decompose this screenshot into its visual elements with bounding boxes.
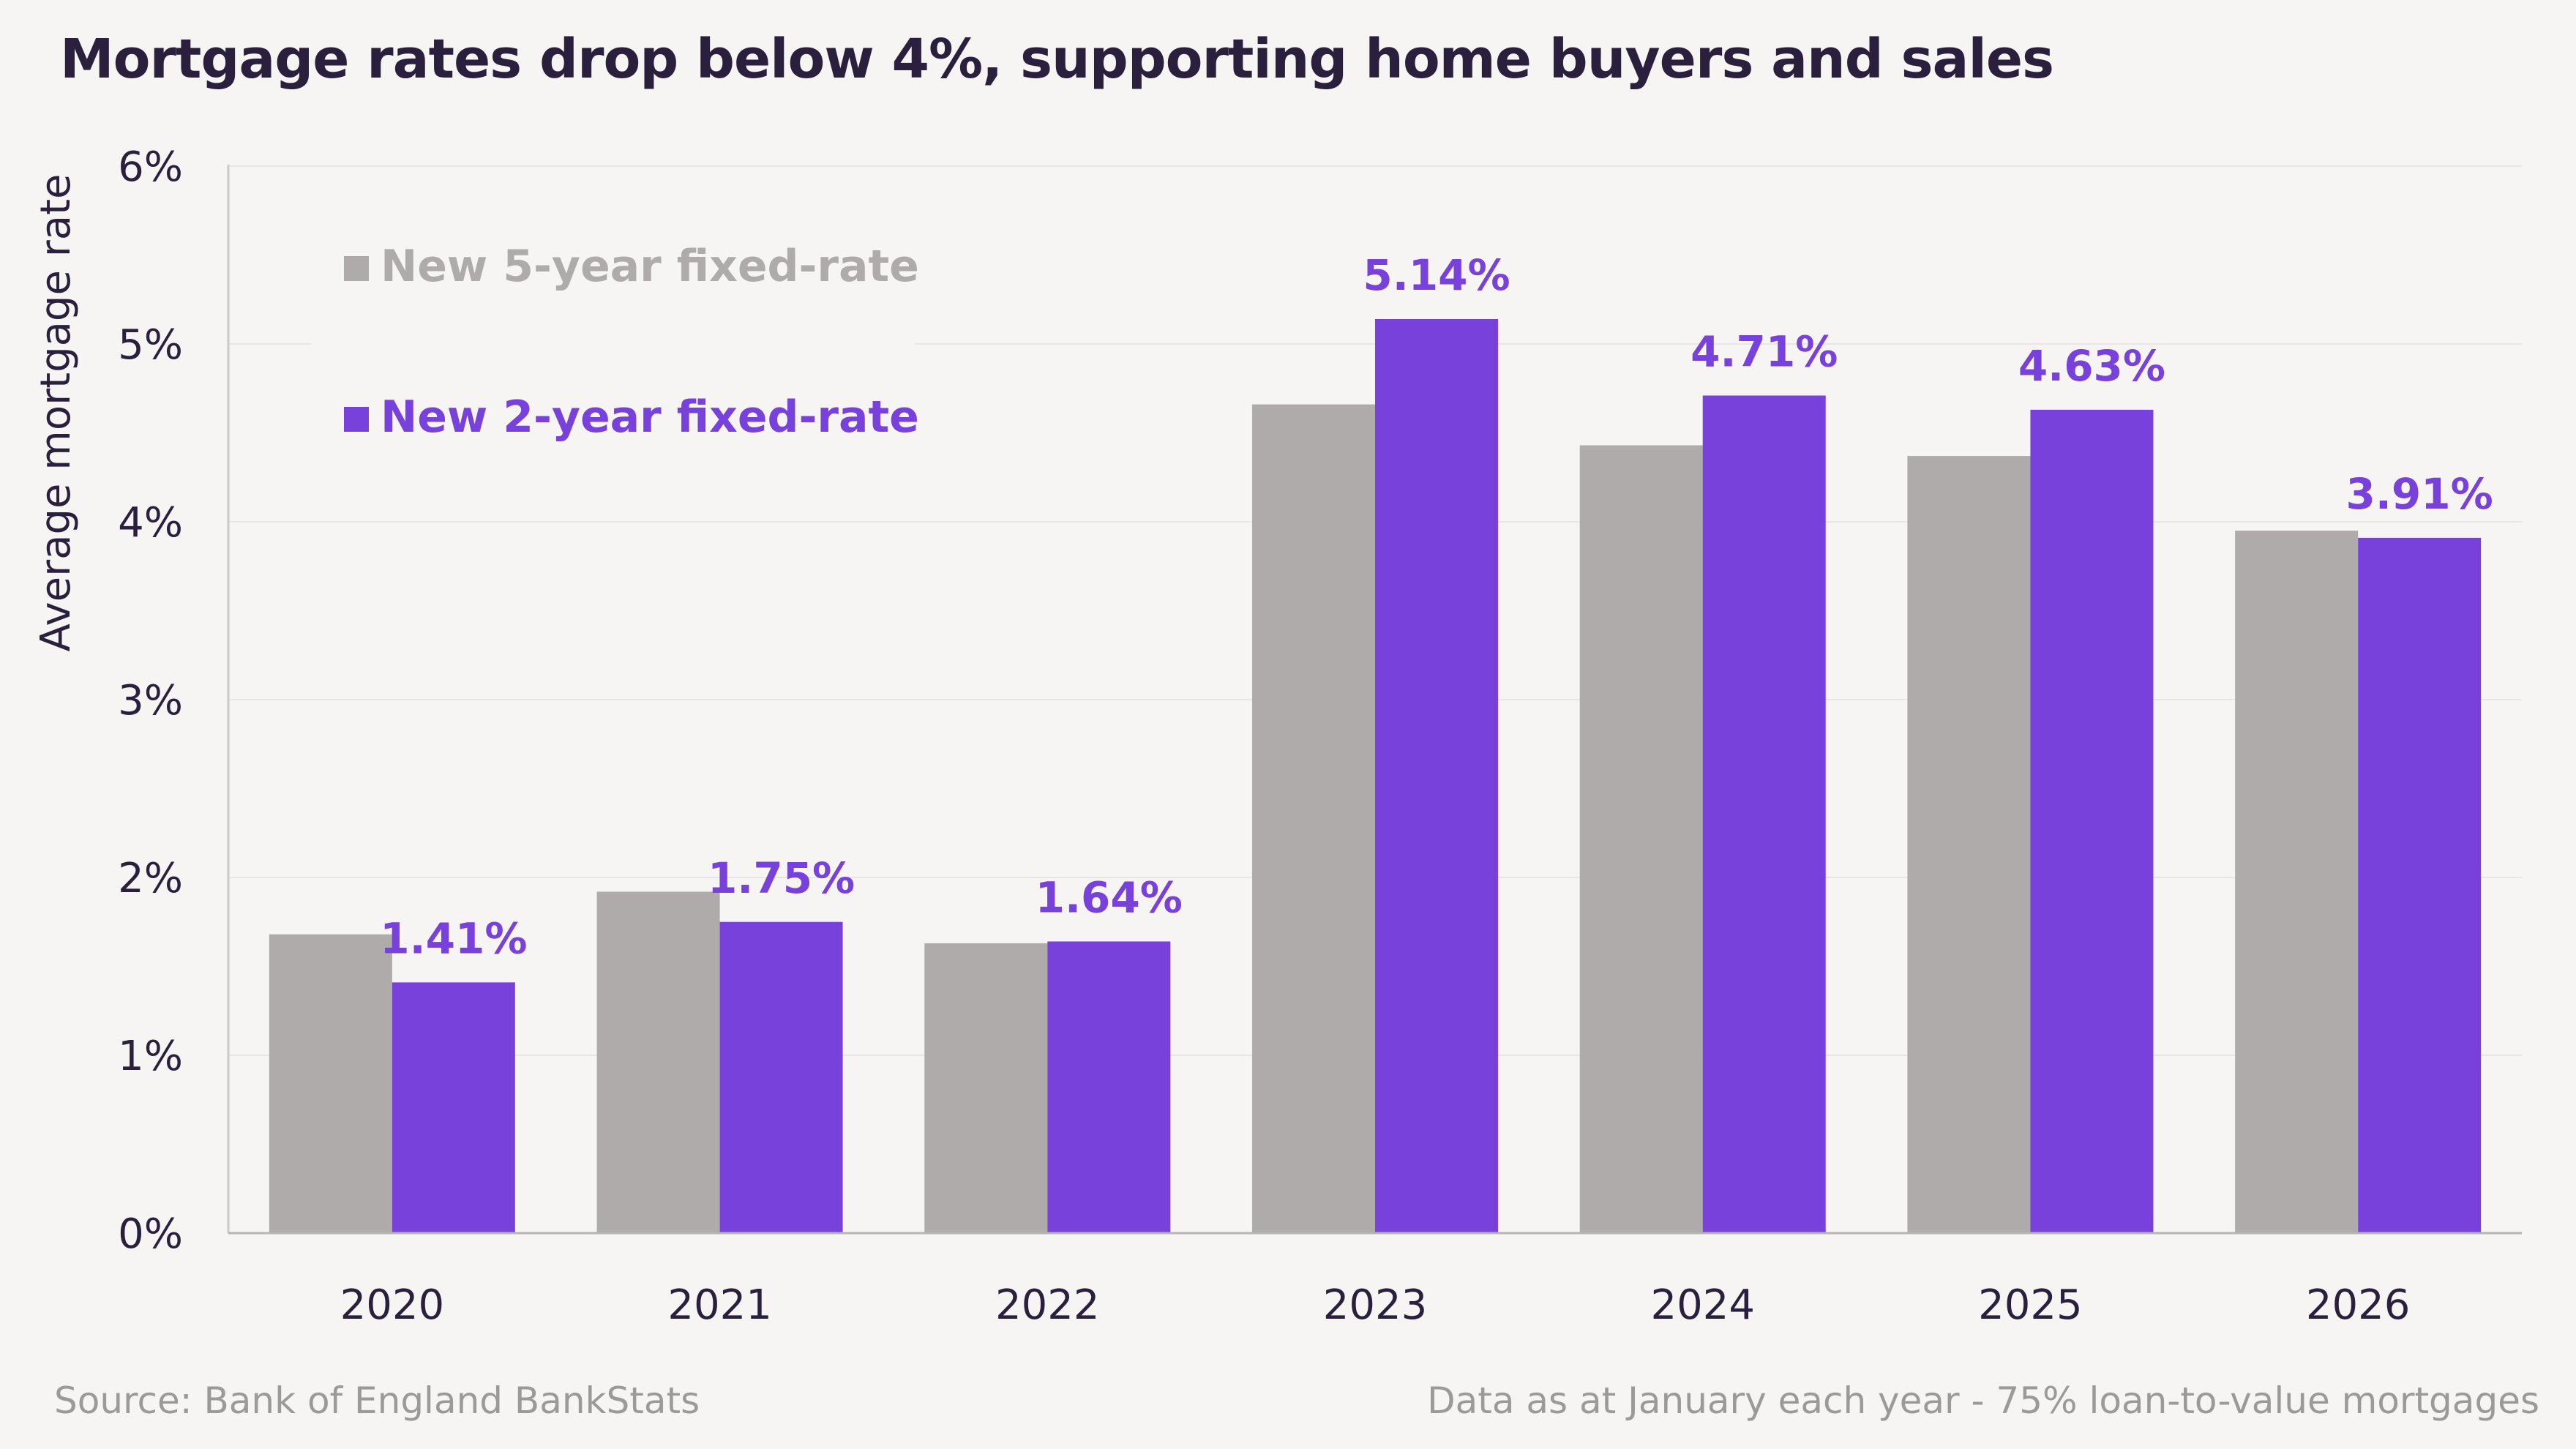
bar-2-year (392, 982, 515, 1233)
y-axis-ticks: 0% 1% 2% 3% 4% 5% 6% (118, 143, 183, 1258)
legend-swatch (344, 407, 369, 432)
x-tick-label: 2025 (1978, 1281, 2083, 1329)
y-tick-label: 5% (118, 321, 183, 369)
data-label: 4.71% (1690, 326, 1838, 376)
bar-2-year (2358, 537, 2482, 1233)
y-tick-label: 6% (118, 143, 183, 191)
bar-5-year (2235, 531, 2359, 1233)
data-label: 5.14% (1363, 250, 1510, 300)
y-axis-title: Average mortgage rate (32, 174, 80, 652)
legend-label: New 5-year fixed-rate (381, 241, 919, 292)
x-tick-label: 2024 (1650, 1281, 1755, 1329)
chart-title: Mortgage rates drop below 4%, supporting… (60, 28, 2054, 91)
data-label: 1.64% (1036, 872, 1183, 922)
bar-5-year (269, 934, 392, 1233)
data-label: 3.91% (2346, 469, 2493, 519)
bar-2-year (1047, 941, 1171, 1233)
y-tick-label: 4% (118, 499, 183, 547)
bar-5-year (1907, 456, 2031, 1233)
x-tick-label: 2021 (667, 1281, 772, 1329)
x-tick-label: 2026 (2306, 1281, 2411, 1329)
y-tick-label: 0% (118, 1210, 183, 1258)
bar-5-year (924, 943, 1048, 1233)
data-labels: 1.41% 1.75% 1.64% 5.14% 4.71% 4.63% 3.91% (380, 250, 2493, 963)
x-axis-ticks: 2020 2021 2022 2023 2024 2025 2026 (340, 1281, 2411, 1329)
bar-5-year (596, 891, 720, 1233)
y-tick-label: 1% (118, 1033, 183, 1080)
legend-label: New 2-year fixed-rate (381, 392, 919, 443)
x-tick-label: 2022 (995, 1281, 1100, 1329)
x-tick-label: 2020 (340, 1281, 445, 1329)
legend-background (311, 212, 915, 468)
x-tick-label: 2023 (1323, 1281, 1428, 1329)
data-label: 1.41% (380, 913, 527, 963)
bar-2-year (719, 921, 843, 1233)
bar-5-year (1579, 445, 1703, 1233)
bar-2-year (1375, 318, 1498, 1234)
legend-swatch (344, 256, 369, 281)
bars (269, 318, 2482, 1234)
bar-2-year (2030, 409, 2154, 1234)
data-label: 1.75% (708, 853, 855, 903)
y-tick-label: 3% (118, 677, 183, 724)
data-note: Data as at January each year - 75% loan-… (1427, 1379, 2539, 1422)
data-label: 4.63% (2018, 341, 2165, 391)
y-tick-label: 2% (118, 855, 183, 902)
legend: New 5-year fixed-rate New 2-year fixed-ra… (344, 241, 919, 443)
bar-5-year (1252, 404, 1375, 1233)
bar-2-year (1702, 395, 1826, 1233)
source-note: Source: Bank of England BankStats (54, 1379, 700, 1422)
